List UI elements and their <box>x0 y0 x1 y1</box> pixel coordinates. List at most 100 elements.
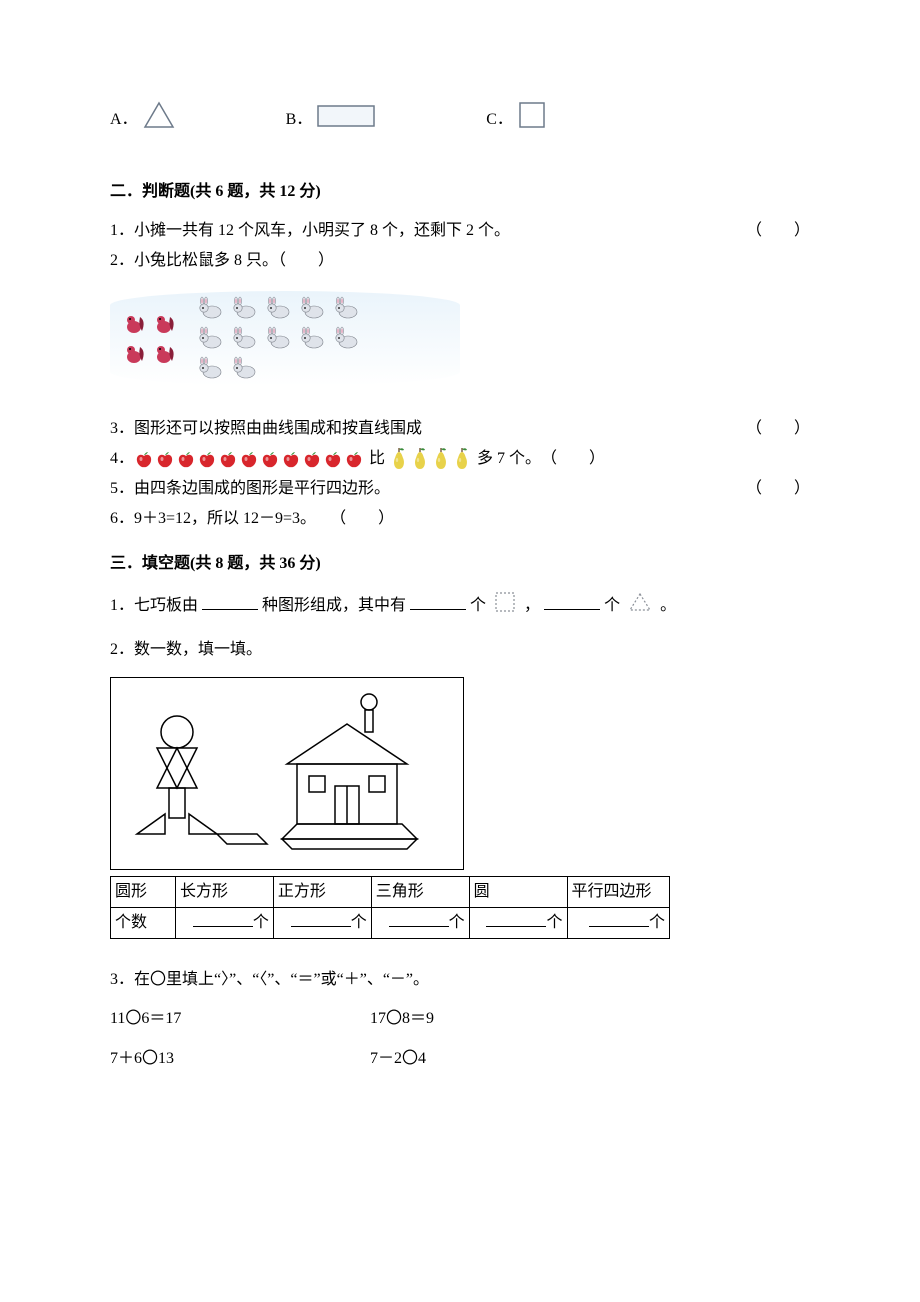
rabbit-icon <box>196 296 224 320</box>
s2-q4: 4． <box>110 446 810 472</box>
count-cell-2[interactable]: 个 <box>371 907 469 938</box>
option-b-label: B． <box>286 107 313 133</box>
count-cell-1[interactable]: 个 <box>273 907 371 938</box>
table-header-row: 圆形 长方形 正方形 三角形 圆 平行四边形 <box>111 876 670 907</box>
s3-q1-f: 。 <box>660 597 676 614</box>
table-col-2: 三角形 <box>371 876 469 907</box>
rabbit-icon <box>230 296 258 320</box>
squirrel-icon <box>152 311 176 335</box>
blank-2[interactable] <box>410 591 466 610</box>
apple-row <box>134 449 365 469</box>
s2-q3-text: 3．图形还可以按照由曲线围成和按直线围成 <box>110 416 746 442</box>
count-cell-4[interactable]: 个 <box>567 907 670 938</box>
square-icon <box>517 100 547 139</box>
rabbit-icon <box>298 326 326 350</box>
s2-q2-text: 2．小兔比松鼠多 8 只。（ ） <box>110 252 334 269</box>
s2-q4-prefix: 4． <box>110 446 134 472</box>
shapes-figure-svg <box>117 684 443 854</box>
s2-q6-paren: （ ） <box>330 510 394 527</box>
eq-2-2: 7－2〇4 <box>370 1046 630 1072</box>
rabbit-group <box>196 296 362 382</box>
s2-q1-text: 1．小摊一共有 12 个风车，小明买了 8 个，还剩下 2 个。 <box>110 218 746 244</box>
table-count-row: 个数 个 个 个 个 个 <box>111 907 670 938</box>
apple-icon <box>344 449 364 469</box>
rabbit-icon <box>196 356 224 380</box>
rabbit-icon <box>196 326 224 350</box>
eq-1-2: 17〇8＝9 <box>370 1006 630 1032</box>
blank-3[interactable] <box>544 591 600 610</box>
squirrel-group <box>122 311 178 367</box>
s2-q4-mid: 比 <box>369 446 385 472</box>
section2-heading: 二．判断题(共 6 题，共 12 分) <box>110 179 810 205</box>
s2-q1-paren: （ ） <box>746 218 810 244</box>
rabbit-icon <box>264 296 292 320</box>
s3-q1-e: 个 <box>604 597 620 614</box>
s3-q3: 3．在〇里填上“〉”、“〈”、“＝”或“＋”、“－”。 <box>110 967 810 993</box>
rabbit-icon <box>264 326 292 350</box>
option-c-label: C． <box>486 107 513 133</box>
s2-q5: 5．由四条边围成的图形是平行四边形。 （ ） <box>110 476 810 502</box>
eq-row-2: 7＋6〇13 7－2〇4 <box>110 1046 810 1072</box>
rabbit-icon <box>230 356 258 380</box>
count-cell-0[interactable]: 个 <box>176 907 274 938</box>
squirrel-icon <box>152 341 176 365</box>
shapes-figure <box>110 677 464 870</box>
shape-count-table: 圆形 长方形 正方形 三角形 圆 平行四边形 个数 个 个 个 个 个 <box>110 876 670 939</box>
s3-q1: 1．七巧板由 种图形组成，其中有 个 ， 个 。 <box>110 591 810 622</box>
pear-icon <box>410 446 430 472</box>
apple-icon <box>176 449 196 469</box>
s3-q1-c: 个 <box>470 597 486 614</box>
squirrel-icon <box>122 341 146 365</box>
s2-q3: 3．图形还可以按照由曲线围成和按直线围成 （ ） <box>110 416 810 442</box>
s3-q2: 2．数一数，填一填。 <box>110 637 810 663</box>
table-row-label: 个数 <box>111 907 176 938</box>
s3-q1-a: 1．七巧板由 <box>110 597 198 614</box>
s2-q5-text: 5．由四条边围成的图形是平行四边形。 <box>110 476 746 502</box>
dotted-square-icon <box>494 591 516 622</box>
s2-q3-paren: （ ） <box>746 416 810 442</box>
triangle-icon <box>142 100 176 139</box>
rabbit-icon <box>332 296 360 320</box>
eq-2-1: 7＋6〇13 <box>110 1046 370 1072</box>
eq-row-1: 11〇6＝17 17〇8＝9 <box>110 1006 810 1032</box>
table-header-label: 圆形 <box>111 876 176 907</box>
apple-icon <box>134 449 154 469</box>
count-cell-3[interactable]: 个 <box>469 907 567 938</box>
shape-options-row: A． B． C． <box>110 100 810 139</box>
pear-icon <box>389 446 409 472</box>
squirrel-icon <box>122 311 146 335</box>
section3-heading: 三．填空题(共 8 题，共 36 分) <box>110 551 810 577</box>
eq-1-1: 11〇6＝17 <box>110 1006 370 1032</box>
s2-q2: 2．小兔比松鼠多 8 只。（ ） <box>110 248 810 274</box>
dotted-triangle-icon <box>628 591 652 622</box>
apple-icon <box>323 449 343 469</box>
table-col-0: 长方形 <box>176 876 274 907</box>
pear-icon <box>452 446 472 472</box>
blank-1[interactable] <box>202 591 258 610</box>
apple-icon <box>302 449 322 469</box>
s2-q6-text: 6．9＋3=12，所以 12－9=3。 <box>110 510 316 527</box>
pear-icon <box>431 446 451 472</box>
pear-row <box>389 446 473 472</box>
apple-icon <box>260 449 280 469</box>
rectangle-icon <box>316 100 376 139</box>
option-a-label: A． <box>110 107 138 133</box>
s3-q1-d: ， <box>524 597 540 614</box>
apple-icon <box>197 449 217 469</box>
table-col-3: 圆 <box>469 876 567 907</box>
s2-q6: 6．9＋3=12，所以 12－9=3。 （ ） <box>110 506 810 532</box>
s2-q5-paren: （ ） <box>746 476 810 502</box>
rabbit-icon <box>332 326 360 350</box>
apple-icon <box>281 449 301 469</box>
table-col-4: 平行四边形 <box>567 876 670 907</box>
option-c: C． <box>486 100 551 139</box>
s2-q4-paren: （ ） <box>541 446 605 472</box>
rabbit-icon <box>230 326 258 350</box>
animals-illustration <box>110 291 460 386</box>
s2-q4-suffix: 多 7 个。 <box>477 446 541 472</box>
apple-icon <box>155 449 175 469</box>
option-a: A． <box>110 100 180 139</box>
s2-q1: 1．小摊一共有 12 个风车，小明买了 8 个，还剩下 2 个。 （ ） <box>110 218 810 244</box>
table-col-1: 正方形 <box>273 876 371 907</box>
rabbit-icon <box>298 296 326 320</box>
